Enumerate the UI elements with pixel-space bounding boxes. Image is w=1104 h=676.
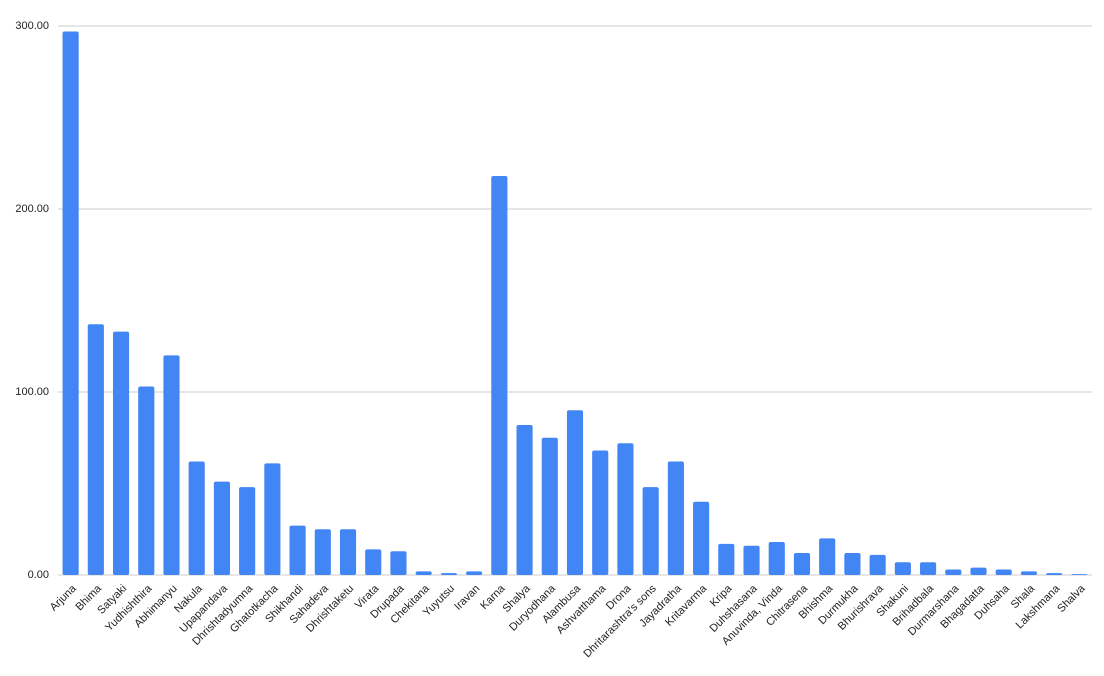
x-tick-label: Iravan — [452, 583, 482, 613]
bar — [1046, 573, 1063, 575]
bar — [1071, 574, 1088, 575]
x-tick-label: Shalva — [1055, 582, 1088, 615]
bar — [592, 450, 609, 575]
bar — [138, 386, 155, 575]
bar — [314, 529, 331, 575]
bar — [289, 525, 306, 575]
bar — [693, 501, 710, 575]
y-tick-label: 300.00 — [15, 20, 49, 32]
bar — [894, 562, 911, 575]
bar — [617, 443, 634, 575]
bar — [667, 461, 684, 575]
bar — [718, 543, 735, 575]
bar — [1020, 571, 1038, 575]
bar — [239, 487, 256, 575]
bar — [566, 410, 584, 575]
bar — [642, 487, 659, 575]
bar — [365, 549, 382, 575]
bar — [793, 553, 811, 575]
bar — [995, 569, 1012, 575]
bar — [970, 567, 987, 575]
bar — [768, 542, 785, 575]
bar — [491, 176, 508, 575]
bar — [62, 31, 79, 576]
bar — [541, 437, 558, 575]
bar — [819, 538, 836, 575]
bar — [743, 545, 760, 575]
bar — [339, 529, 357, 575]
y-tick-label: 200.00 — [15, 203, 49, 215]
bar — [844, 553, 861, 575]
bar — [415, 571, 432, 575]
bar — [163, 355, 180, 575]
bar — [264, 463, 281, 575]
bar — [213, 481, 230, 575]
bar — [516, 424, 533, 575]
bar — [188, 461, 205, 575]
bar — [920, 562, 937, 575]
bar — [390, 551, 407, 575]
bar — [440, 573, 457, 575]
bar — [112, 331, 130, 575]
bar — [87, 324, 104, 575]
bar — [869, 554, 886, 575]
y-tick-label: 0.00 — [28, 569, 49, 581]
bar — [466, 571, 483, 575]
bar — [945, 569, 962, 575]
x-tick-label: Arjuna — [48, 582, 80, 614]
y-tick-label: 100.00 — [15, 386, 49, 398]
